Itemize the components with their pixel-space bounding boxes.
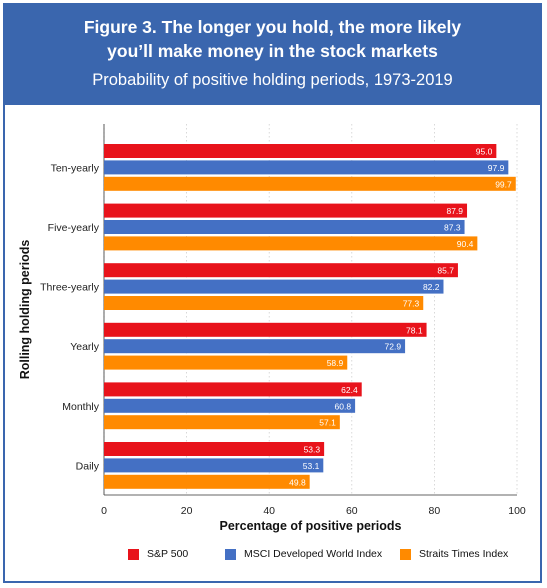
legend-label-sp500: S&P 500: [147, 548, 189, 560]
bar-monthly-s2: [104, 415, 340, 430]
data-label-ten-yearly-s2: 99.7: [495, 179, 512, 189]
category-label-daily: Daily: [76, 460, 100, 472]
data-label-five-yearly-s0: 87.9: [446, 206, 463, 216]
category-label-monthly: Monthly: [62, 401, 100, 413]
bar-daily-s2: [104, 474, 310, 489]
figure-header: Figure 3. The longer you hold, the more …: [5, 5, 540, 105]
x-tick-label-60: 60: [346, 505, 358, 517]
x-tick-label-80: 80: [429, 505, 441, 517]
bar-ten-yearly-s1: [104, 160, 509, 175]
x-tick-label-40: 40: [263, 505, 275, 517]
x-axis-title: Percentage of positive periods: [220, 519, 402, 533]
bar-five-yearly-s0: [104, 203, 468, 218]
legend-item-sti: Straits Times Index: [400, 548, 508, 560]
data-label-five-yearly-s2: 90.4: [457, 239, 474, 249]
data-label-monthly-s1: 60.8: [335, 401, 352, 411]
bar-yearly-s0: [104, 322, 427, 337]
bar-ten-yearly-s2: [104, 176, 516, 191]
x-tick-label-0: 0: [101, 505, 107, 517]
data-label-monthly-s0: 62.4: [341, 385, 358, 395]
bar-three-yearly-s0: [104, 263, 458, 278]
bar-daily-s1: [104, 458, 324, 473]
data-label-three-yearly-s0: 85.7: [437, 266, 454, 276]
legend-swatch-msci: [225, 548, 236, 560]
data-label-yearly-s1: 72.9: [385, 342, 402, 352]
legend-label-msci: MSCI Developed World Index: [244, 548, 383, 560]
data-label-yearly-s2: 58.9: [327, 358, 344, 368]
bar-yearly-s2: [104, 355, 348, 370]
y-axis-title: Rolling holding periods: [18, 240, 32, 380]
data-label-ten-yearly-s0: 95.0: [476, 147, 493, 157]
bar-five-yearly-s1: [104, 220, 465, 234]
data-label-daily-s2: 49.8: [289, 477, 306, 487]
title-line-1: Figure 3. The longer you hold, the more …: [83, 17, 462, 37]
title-line-2: you’ll make money in the stock markets: [107, 41, 438, 61]
category-label-yearly: Yearly: [70, 341, 100, 353]
legend-item-sp500: S&P 500: [128, 548, 188, 560]
data-label-five-yearly-s1: 87.3: [444, 223, 461, 233]
bar-monthly-s0: [104, 382, 362, 397]
figure-subtitle: Probability of positive holding periods,…: [92, 71, 453, 89]
bar-ten-yearly-s0: [104, 144, 497, 158]
data-label-three-yearly-s2: 77.3: [403, 299, 420, 309]
data-label-daily-s0: 53.3: [304, 445, 321, 455]
bar-monthly-s1: [104, 398, 356, 413]
legend-swatch-sp500: [128, 548, 139, 560]
data-label-yearly-s0: 78.1: [406, 325, 423, 335]
bar-yearly-s1: [104, 339, 406, 354]
chart-legend: S&P 500 MSCI Developed World Index Strai…: [0, 548, 547, 568]
legend-swatch-sti: [400, 548, 411, 560]
legend-label-sti: Straits Times Index: [419, 548, 509, 560]
bar-three-yearly-s2: [104, 296, 424, 310]
x-tick-label-20: 20: [181, 505, 193, 517]
x-tick-label-100: 100: [508, 505, 526, 517]
data-label-monthly-s2: 57.1: [319, 418, 336, 428]
bar-five-yearly-s2: [104, 236, 478, 251]
category-label-five-yearly: Five-yearly: [48, 222, 100, 234]
data-label-three-yearly-s1: 82.2: [423, 282, 440, 292]
bar-daily-s0: [104, 442, 325, 456]
bar-three-yearly-s1: [104, 279, 444, 294]
category-label-three-yearly: Three-yearly: [40, 282, 100, 294]
figure-title: Figure 3. The longer you hold, the more …: [5, 5, 540, 63]
data-label-daily-s1: 53.1: [303, 461, 320, 471]
legend-item-msci: MSCI Developed World Index: [225, 548, 382, 560]
data-label-ten-yearly-s1: 97.9: [488, 163, 505, 173]
category-label-ten-yearly: Ten-yearly: [51, 162, 100, 174]
